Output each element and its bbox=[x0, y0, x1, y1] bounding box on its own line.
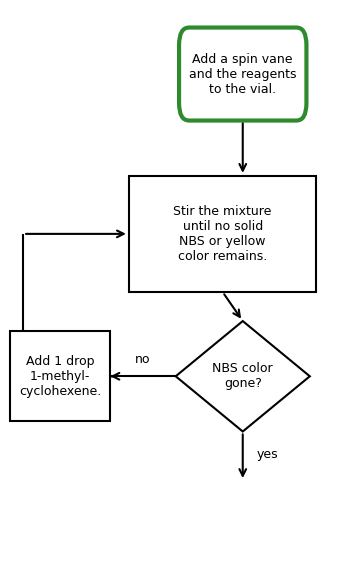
Text: NBS color
gone?: NBS color gone? bbox=[213, 362, 273, 390]
Polygon shape bbox=[176, 321, 310, 432]
FancyBboxPatch shape bbox=[179, 27, 307, 120]
Text: yes: yes bbox=[256, 449, 278, 461]
Text: Add 1 drop
1-methyl-
cyclohexene.: Add 1 drop 1-methyl- cyclohexene. bbox=[19, 354, 101, 398]
Text: Stir the mixture
until no solid
NBS or yellow
color remains.: Stir the mixture until no solid NBS or y… bbox=[173, 205, 272, 263]
Text: no: no bbox=[135, 353, 151, 366]
Text: Add a spin vane
and the reagents
to the vial.: Add a spin vane and the reagents to the … bbox=[189, 53, 296, 96]
Bar bbox=[10, 331, 110, 421]
Bar bbox=[129, 176, 316, 292]
